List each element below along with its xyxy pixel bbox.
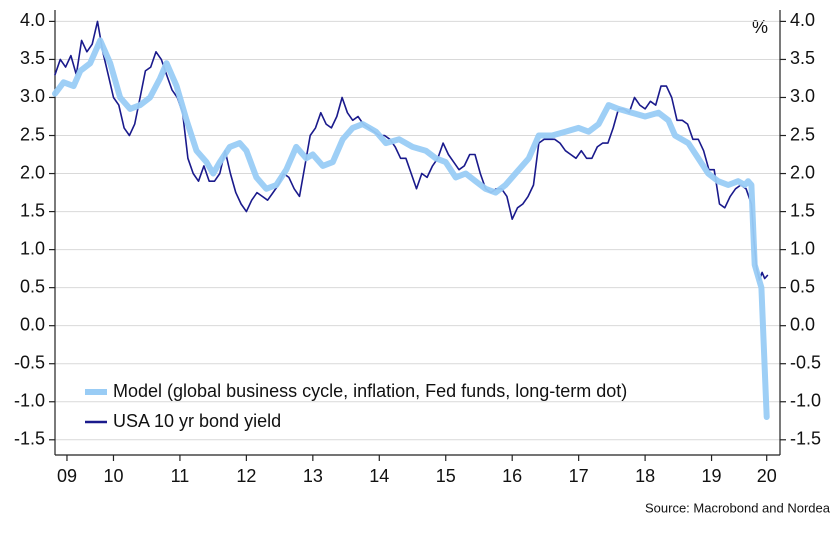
source: Source: Macrobond and Nordea [645,500,831,515]
y2-tick-label: -1.5 [790,429,821,449]
x-tick-label: 18 [635,466,655,486]
x-tick-label: 10 [103,466,123,486]
y-tick-label: 3.5 [20,48,45,68]
y-tick-label: 0.5 [20,276,45,296]
x-tick-label: 17 [569,466,589,486]
series-line [52,37,770,420]
x-tick-label: 12 [236,466,256,486]
x-tick-label: 11 [171,466,190,486]
y2-tick-label: 4.0 [790,10,815,30]
x-tick-label: 19 [702,466,722,486]
y-tick-label: 1.0 [20,238,45,258]
y2-tick-label: 2.0 [790,162,815,182]
y-tick-label: 2.0 [20,162,45,182]
legend-label: USA 10 yr bond yield [113,411,281,431]
y2-tick-label: 1.0 [790,238,815,258]
y-tick-label: 4.0 [20,10,45,30]
y-tick-label: 2.5 [20,124,45,144]
y-tick-label: -0.5 [14,352,45,372]
x-tick-label: 09 [57,466,77,486]
y-tick-label: 3.0 [20,86,45,106]
x-tick-label: 15 [436,466,456,486]
y2-tick-label: 3.5 [790,48,815,68]
x-tick-label: 13 [303,466,323,486]
y-tick-label: 1.5 [20,200,45,220]
y2-tick-label: 2.5 [790,124,815,144]
legend-label: Model (global business cycle, inflation,… [113,381,627,401]
y-tick-label: 0.0 [20,314,45,334]
y2-tick-label: 0.5 [790,276,815,296]
y2-tick-label: -1.0 [790,391,821,411]
unit-label: % [752,17,768,37]
y2-tick-label: 1.5 [790,200,815,220]
x-tick-label: 14 [369,466,389,486]
x-tick-label: 20 [757,466,777,486]
y-tick-label: -1.0 [14,391,45,411]
x-tick-label: 16 [502,466,522,486]
y2-tick-label: -0.5 [790,352,821,372]
y2-tick-label: 0.0 [790,314,815,334]
y2-tick-label: 3.0 [790,86,815,106]
y-tick-label: -1.5 [14,429,45,449]
series-line [54,20,769,281]
